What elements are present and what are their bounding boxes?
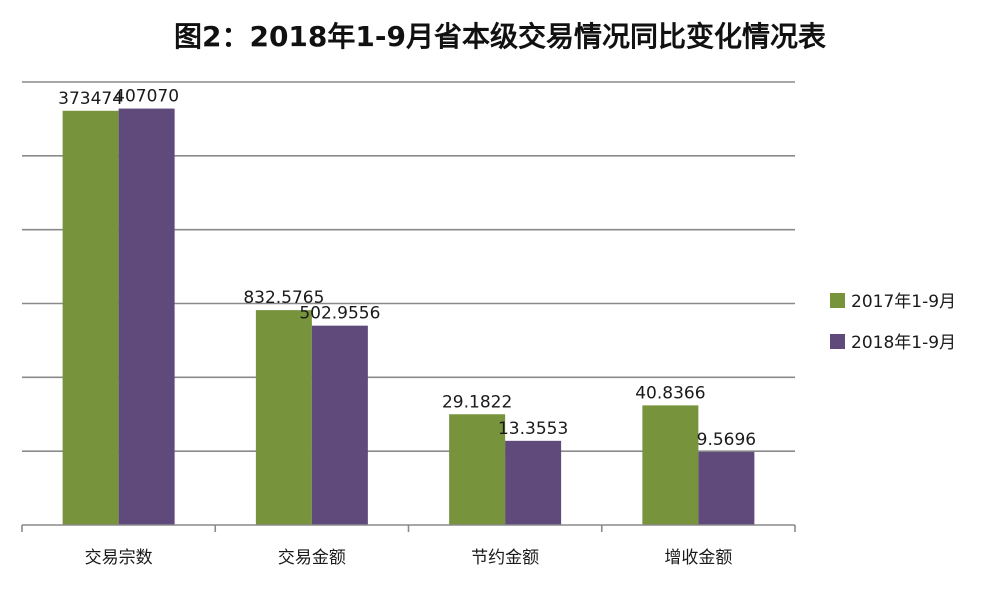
data-label: 29.1822 [442,392,512,412]
bar-series-1-4 [642,405,699,525]
chart-title: 图2：2018年1-9月省本级交易情况同比变化情况表 [174,20,826,53]
bar-series-1-3 [449,414,506,525]
data-label: 832.5765 [243,288,324,308]
data-label: 502.9556 [299,304,380,324]
bar-series-1-2 [255,310,312,525]
x-axis: 交易宗数 交易金额 节约金额 增收金额 [21,524,796,568]
bars [62,108,755,526]
data-label: 40.8366 [635,383,705,403]
bar-series-1-1 [62,110,119,526]
bar-series-2-1 [118,108,175,525]
category-label: 交易宗数 [85,548,153,568]
legend-swatch [830,334,845,349]
legend-label: 2018年1-9月 [851,333,956,353]
bar-series-2-3 [505,440,562,525]
data-label: 9.5696 [697,430,756,450]
legend-swatch [830,293,845,308]
category-label: 节约金额 [471,548,539,568]
category-label: 增收金额 [664,548,732,568]
bar-series-2-2 [311,325,368,525]
data-label: 373474 [58,89,123,109]
legend-item[interactable]: 2018年1-9月 [830,333,956,353]
bar-series-2-4 [698,451,755,525]
data-label: 13.3553 [498,419,568,439]
legend[interactable]: 2017年1-9月 2018年1-9月 [830,292,956,353]
category-label: 交易金额 [278,548,346,568]
legend-label: 2017年1-9月 [851,292,956,312]
data-label: 407070 [114,87,179,107]
legend-item[interactable]: 2017年1-9月 [830,292,956,312]
